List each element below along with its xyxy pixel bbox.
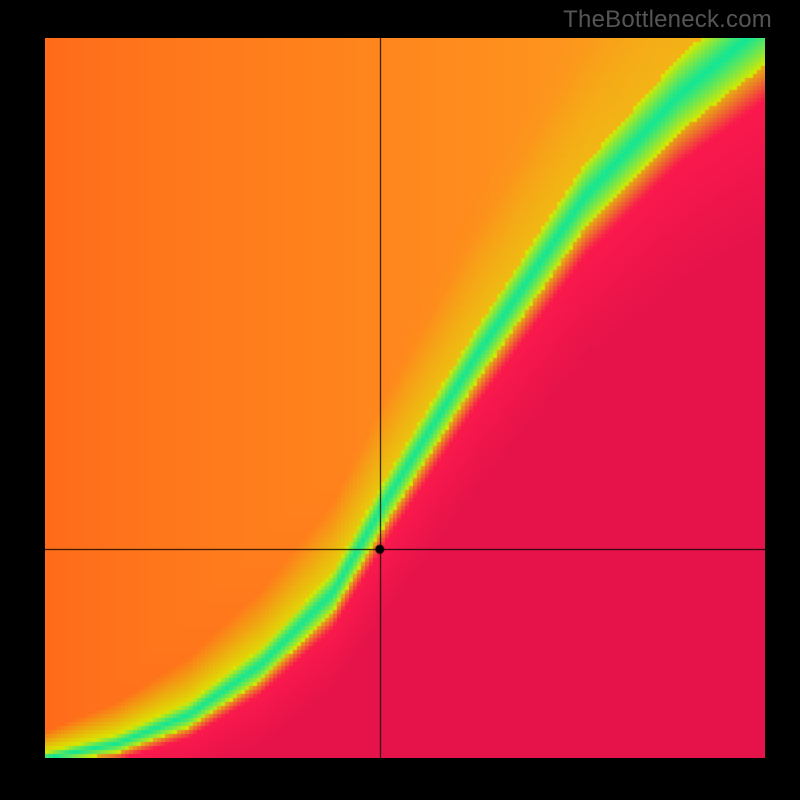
plot-area	[45, 38, 765, 758]
bottleneck-heatmap	[45, 38, 765, 758]
chart-container: TheBottleneck.com	[0, 0, 800, 800]
watermark-text: TheBottleneck.com	[563, 6, 772, 34]
